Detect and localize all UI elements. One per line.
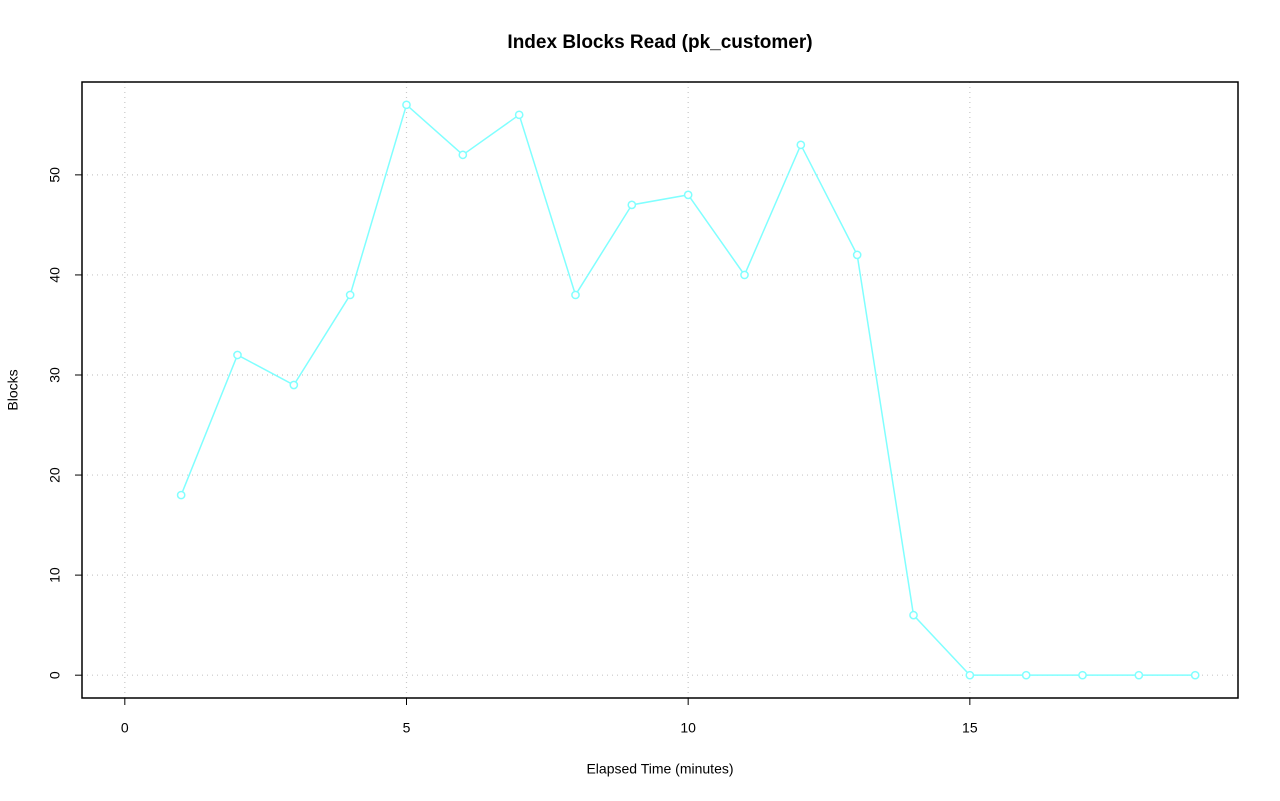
y-tick-label: 10 <box>47 567 63 583</box>
y-tick-label: 50 <box>47 167 63 183</box>
data-point <box>571 290 580 300</box>
data-point <box>796 140 806 150</box>
data-line <box>180 103 1196 676</box>
y-axis-label: Blocks <box>5 369 21 410</box>
y-tick-label: 30 <box>47 367 63 383</box>
y-tick-label: 0 <box>47 671 63 679</box>
x-axis-label: Elapsed Time (minutes) <box>586 761 733 777</box>
data-point <box>402 100 411 110</box>
data-point <box>176 490 186 500</box>
data-point <box>345 290 355 300</box>
data-point <box>514 110 524 120</box>
data-point <box>740 270 749 280</box>
data-point <box>289 380 299 390</box>
data-point <box>965 670 975 680</box>
data-point <box>852 250 862 260</box>
plot-frame <box>81 81 1239 699</box>
data-point <box>627 200 637 210</box>
data-point <box>458 150 468 160</box>
data-point <box>1134 670 1144 680</box>
y-tick-label: 40 <box>47 267 63 283</box>
data-point <box>1078 670 1087 680</box>
data-point <box>1021 670 1031 680</box>
chart-title: Index Blocks Read (pk_customer) <box>507 32 812 53</box>
plot-layer <box>82 82 1238 698</box>
data-point <box>909 610 918 620</box>
x-tick-label: 0 <box>121 720 129 736</box>
data-point <box>683 190 693 200</box>
data-point <box>1190 670 1200 680</box>
x-tick-label: 15 <box>962 720 978 736</box>
y-tick-label: 20 <box>47 467 63 483</box>
x-tick-label: 5 <box>403 720 411 736</box>
x-tick-label: 10 <box>680 720 696 736</box>
data-point <box>233 350 242 360</box>
